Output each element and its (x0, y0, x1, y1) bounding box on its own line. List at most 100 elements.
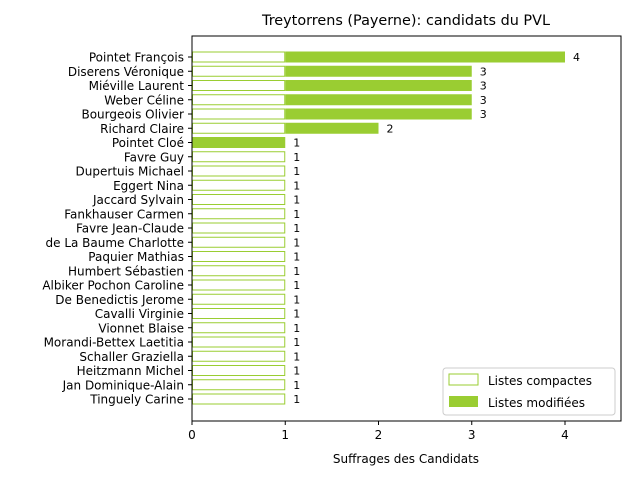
data-label: 3 (480, 94, 487, 107)
bar-listes-compactes (192, 279, 286, 291)
x-tick-label: 4 (561, 428, 569, 442)
bar-listes-compactes (192, 179, 286, 191)
data-label: 1 (293, 379, 300, 392)
data-label: 1 (293, 279, 300, 292)
category-label: de La Baume Charlotte (46, 236, 185, 250)
data-label: 1 (293, 208, 300, 221)
category-label: Favre Jean-Claude (76, 222, 184, 236)
data-label: 1 (293, 365, 300, 378)
data-label: 1 (293, 179, 300, 192)
data-label: 1 (293, 236, 300, 249)
bar-listes-modifiees (285, 94, 472, 106)
bar-listes-compactes (192, 236, 286, 248)
bar-listes-compactes (192, 94, 286, 106)
category-label: Bourgeois Olivier (81, 108, 184, 122)
bar-listes-compactes (192, 80, 286, 91)
data-label: 3 (480, 80, 487, 93)
bar-listes-compactes (192, 165, 286, 177)
category-label: Diserens Véronique (68, 65, 184, 79)
category-label: Fankhauser Carmen (64, 207, 184, 221)
category-label: Vionnet Blaise (98, 321, 184, 335)
bar-listes-modifiees (285, 80, 472, 91)
category-label: Paquier Mathias (88, 250, 184, 264)
data-label: 1 (293, 308, 300, 321)
data-label: 1 (293, 265, 300, 278)
bar-listes-compactes (192, 65, 286, 77)
data-label: 1 (293, 137, 300, 150)
plot-frame (191, 35, 622, 422)
data-label: 1 (293, 350, 300, 363)
data-label: 1 (293, 251, 300, 264)
data-label: 4 (573, 51, 580, 64)
legend-label-modifiees: Listes modifiées (488, 396, 585, 410)
bar-listes-compactes (192, 350, 286, 362)
bar-listes-compactes (192, 51, 286, 63)
category-label: Tinguely Carine (89, 393, 184, 407)
bar-listes-modifiees (285, 122, 379, 134)
bar-listes-compactes (192, 322, 286, 334)
category-label: Cavalli Virginie (95, 307, 184, 321)
bar-listes-compactes (192, 393, 286, 405)
data-label: 1 (293, 336, 300, 349)
data-label: 1 (293, 293, 300, 306)
data-label: 3 (480, 65, 487, 78)
category-label: Favre Guy (124, 150, 184, 164)
category-label: Jaccard Sylvain (92, 193, 184, 207)
category-label: Dupertuis Michael (76, 165, 184, 179)
bar-listes-compactes (192, 308, 286, 319)
x-tick-label: 1 (281, 428, 289, 442)
category-label: Humbert Sébastien (68, 264, 184, 278)
legend-swatch-modifiees (449, 396, 478, 407)
category-label: Albiker Pochon Caroline (42, 279, 184, 293)
x-axis-label: Suffrages des Candidats (333, 452, 479, 466)
bar-listes-modifiees (285, 108, 472, 120)
bar-listes-modifiees (285, 65, 472, 77)
bar-listes-compactes (192, 151, 286, 163)
bars (192, 51, 565, 405)
category-label: De Benedictis Jerome (55, 293, 184, 307)
data-label: 1 (293, 165, 300, 178)
category-label: Weber Céline (104, 93, 184, 107)
category-label: Schaller Graziella (79, 350, 184, 364)
category-label: Pointet François (89, 51, 184, 65)
category-label: Miéville Laurent (89, 79, 185, 93)
data-label: 1 (293, 322, 300, 335)
bar-listes-compactes (192, 379, 286, 391)
bar-listes-compactes (192, 365, 286, 376)
bar-listes-compactes (192, 265, 286, 277)
category-label: Morandi-Bettex Laetitia (44, 336, 184, 350)
category-label: Jan Dominique-Alain (62, 378, 184, 392)
bar-listes-compactes (192, 208, 286, 220)
legend: Listes compactes Listes modifiées (442, 367, 616, 416)
legend-swatch-compactes (448, 373, 479, 386)
bar-listes-modifiees (192, 137, 286, 148)
chart-title: Treytorrens (Payerne): candidats du PVL (261, 13, 550, 29)
x-tick-label: 2 (375, 428, 383, 442)
bar-listes-modifiees (285, 51, 565, 63)
category-label: Richard Claire (100, 122, 184, 136)
x-axis: 0 1 2 3 4 (188, 421, 569, 442)
bar-listes-compactes (192, 122, 286, 134)
bar-listes-compactes (192, 222, 286, 234)
bar-listes-compactes (192, 336, 286, 348)
x-tick-label: 3 (468, 428, 476, 442)
category-label: Heitzmann Michel (77, 364, 184, 378)
data-label: 3 (480, 108, 487, 121)
legend-frame (442, 367, 616, 416)
data-label: 2 (387, 122, 394, 135)
bar-listes-compactes (192, 293, 286, 305)
bar-listes-compactes (192, 108, 286, 120)
data-label: 1 (293, 393, 300, 406)
data-label: 1 (293, 194, 300, 207)
data-label: 1 (293, 151, 300, 164)
data-label: 1 (293, 222, 300, 235)
bar-listes-compactes (192, 251, 286, 262)
bar-listes-compactes (192, 194, 286, 205)
x-tick-label: 0 (188, 428, 196, 442)
category-label: Pointet Cloé (112, 136, 184, 150)
category-label: Eggert Nina (113, 179, 184, 193)
legend-label-compactes: Listes compactes (488, 374, 592, 388)
